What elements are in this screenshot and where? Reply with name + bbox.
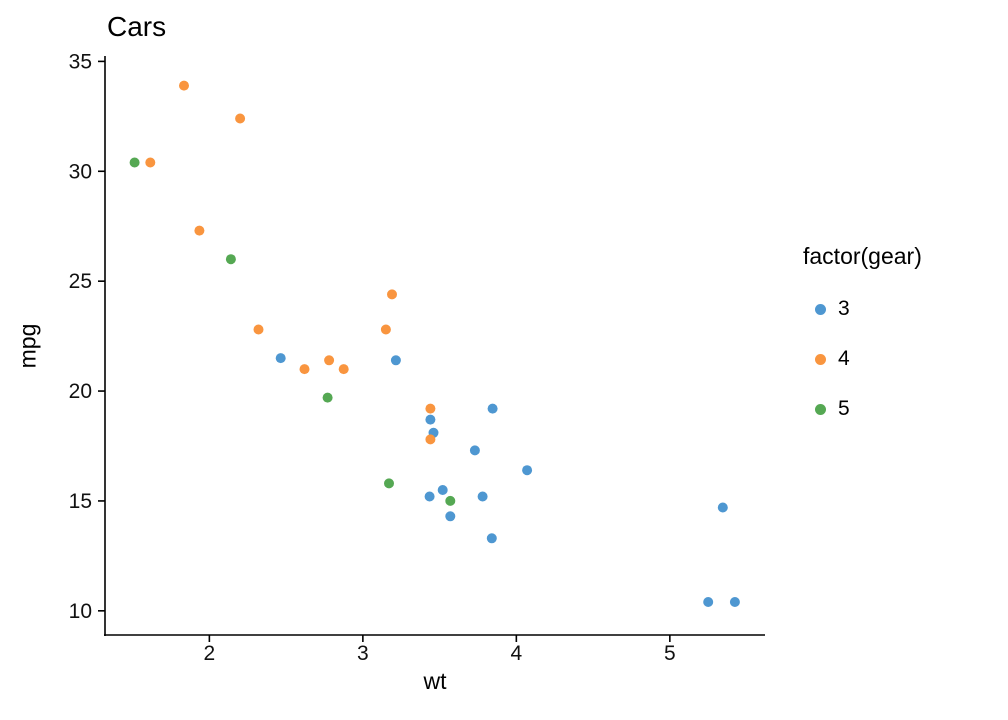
legend-key-dot-icon: [815, 303, 826, 315]
data-point-gear-5: [445, 495, 456, 506]
data-point-gear-5: [129, 157, 140, 168]
data-point-gear-3: [275, 353, 286, 364]
data-point-gear-3: [445, 511, 456, 522]
x-tick-label: 3: [357, 642, 369, 665]
y-tick-label: 25: [69, 270, 92, 293]
legend-item-label: 4: [838, 347, 850, 370]
data-point-gear-4: [194, 225, 205, 236]
y-tick-label: 30: [69, 160, 92, 183]
data-point-gear-3: [424, 491, 435, 502]
data-point-gear-3: [717, 502, 728, 513]
data-point-gear-3: [486, 533, 497, 544]
x-tick-label: 2: [204, 642, 216, 665]
legend-title: factor(gear): [803, 243, 922, 269]
x-axis-title: wt: [423, 668, 447, 694]
data-point-gear-3: [703, 597, 714, 607]
data-point-gear-4: [179, 80, 189, 91]
legend-items: 3 4 5: [803, 284, 922, 434]
data-point-gear-4: [387, 289, 397, 300]
data-point-gear-4: [235, 113, 246, 124]
legend-item-gear-3: 3: [803, 284, 922, 334]
data-point-gear-4: [338, 364, 349, 375]
data-point-gear-3: [477, 491, 488, 502]
data-point-gear-4: [299, 364, 310, 375]
data-point-gear-4: [425, 434, 436, 445]
data-point-gear-3: [487, 403, 498, 414]
y-axis-title: mpg: [14, 323, 41, 369]
legend-item-gear-4: 4: [803, 334, 922, 384]
legend-key-dot-icon: [815, 403, 826, 415]
data-point-gear-3: [437, 485, 448, 495]
y-tick-label: 35: [69, 50, 92, 73]
data-point-gear-5: [322, 392, 333, 403]
x-tick-label: 4: [511, 642, 523, 665]
legend-key-dot-icon: [815, 353, 826, 365]
data-point-gear-5: [384, 478, 394, 489]
data-point-gear-4: [380, 324, 391, 335]
data-point-gear-5: [225, 254, 236, 265]
x-tick-label: 5: [664, 642, 676, 665]
y-tick-label: 15: [69, 490, 92, 513]
data-point-gear-4: [425, 403, 436, 414]
legend: factor(gear) 3 4 5: [803, 242, 922, 434]
legend-item-label: 5: [838, 397, 850, 420]
data-point-gear-4: [253, 324, 264, 335]
legend-item-gear-5: 5: [803, 384, 922, 434]
y-tick-label: 10: [69, 600, 92, 623]
legend-item-label: 3: [838, 297, 850, 320]
chart-title: Cars: [107, 11, 167, 42]
y-tick-label: 20: [69, 380, 92, 403]
data-point-gear-3: [390, 355, 401, 366]
data-point-gear-3: [425, 414, 436, 425]
data-point-gear-4: [145, 157, 156, 168]
data-point-gear-3: [469, 445, 480, 456]
data-point-gear-3: [522, 465, 533, 476]
data-point-gear-3: [729, 597, 740, 607]
data-point-gear-4: [324, 355, 335, 366]
